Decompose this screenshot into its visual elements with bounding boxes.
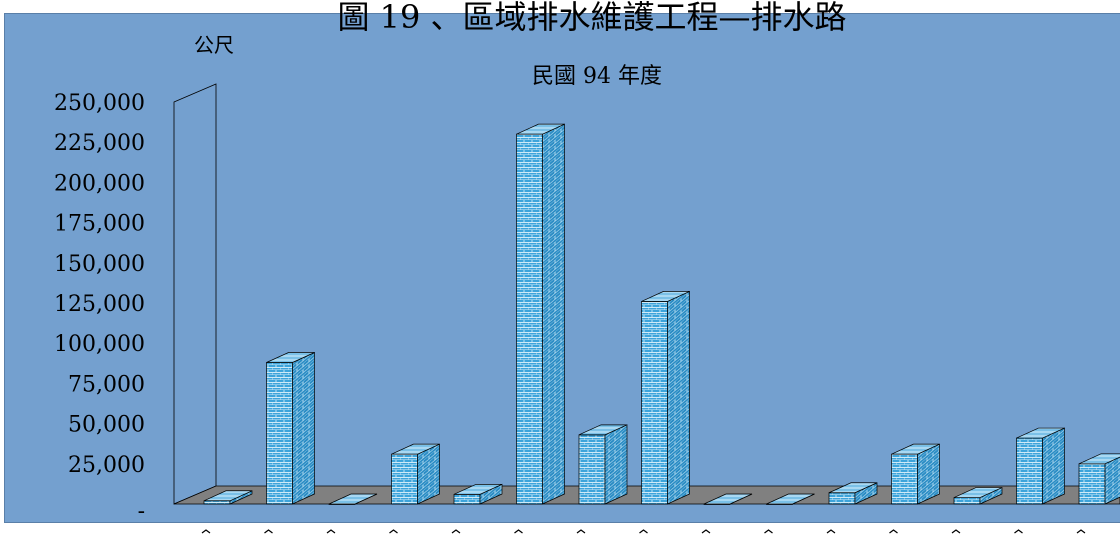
bar-top (203, 490, 253, 502)
bar-front (516, 133, 543, 505)
x-label-stub (201, 529, 211, 534)
bar-side (417, 443, 440, 505)
bar-top (453, 484, 503, 495)
bar-side (917, 443, 940, 505)
bar-top (766, 493, 815, 505)
y-tick-label: - (138, 499, 145, 524)
y-tick-label: 50,000 (68, 413, 145, 438)
y-tick-label: 225,000 (54, 131, 145, 156)
x-label-stub (639, 529, 648, 534)
bar-top (266, 352, 315, 363)
bar-front (953, 497, 981, 505)
bar-top (641, 291, 690, 302)
bar-front (391, 453, 418, 505)
x-label-stub (326, 529, 336, 534)
bar-top (1016, 427, 1065, 439)
bar-side (542, 123, 565, 505)
y-tick-label: 250,000 (54, 91, 145, 116)
bar-front (891, 453, 918, 505)
bar-front (453, 494, 481, 505)
bar (828, 482, 878, 505)
y-tick-label: 200,000 (54, 171, 145, 196)
bar-top (828, 482, 878, 494)
bar (578, 424, 628, 505)
x-axis-label-stubs (201, 529, 1086, 534)
x-label-stub (1076, 529, 1086, 534)
bar-front (578, 434, 606, 505)
y-tick-label: 125,000 (54, 292, 145, 317)
bar (703, 493, 753, 505)
y-tick-label: 75,000 (68, 372, 145, 397)
x-label-stub (451, 529, 461, 534)
bar-top (578, 424, 628, 436)
bar-front (641, 301, 668, 505)
bar-top (391, 443, 440, 455)
bar (266, 351, 315, 505)
x-label-stub (701, 529, 711, 534)
bar-top (891, 443, 940, 455)
bar-side (1042, 427, 1065, 505)
bar-top (953, 487, 1003, 498)
bar-top (328, 493, 378, 505)
bar-top (516, 123, 565, 135)
bar-front (203, 500, 231, 505)
bar-front (266, 362, 293, 505)
bar (391, 443, 440, 505)
bar (1016, 427, 1065, 505)
chart-subtitle: 民國 94 年度 (532, 64, 662, 89)
bar (328, 493, 378, 505)
bar-side (292, 351, 315, 505)
bar (953, 487, 1003, 505)
back-wall (173, 83, 217, 505)
y-axis-ticks: - 25,000 50,000 75,000 100,000 125,000 150,000… (54, 91, 145, 524)
x-label-stub (764, 529, 773, 534)
bar-front (828, 492, 856, 505)
x-label-stub (514, 529, 523, 534)
bar (766, 493, 815, 505)
bar (641, 290, 690, 505)
bar (516, 123, 565, 505)
x-label-stub (389, 529, 398, 534)
y-tick-label: 150,000 (54, 252, 145, 277)
x-label-stub (951, 529, 961, 534)
bar-front (1078, 463, 1106, 505)
chart-title: 圖 19 、區域排水維護工程—排水路 (337, 0, 846, 36)
x-label-stub (264, 529, 273, 534)
x-label-stub (1014, 529, 1023, 534)
bars (203, 123, 1120, 505)
bar-side (604, 424, 628, 505)
bar (203, 490, 253, 505)
bar-front (1016, 437, 1043, 505)
x-label-stub (889, 529, 898, 534)
y-tick-label: 25,000 (68, 453, 145, 478)
bar-top (1078, 453, 1120, 465)
y-tick-label: 175,000 (54, 212, 145, 237)
x-label-stub (826, 529, 836, 534)
back-wall-outline (173, 83, 217, 505)
y-axis-unit-label: 公尺 (194, 33, 234, 57)
bar-side (667, 290, 690, 505)
bar (453, 483, 503, 505)
bar-top (703, 493, 753, 505)
x-label-stub (576, 529, 586, 534)
y-tick-label: 100,000 (54, 332, 145, 357)
bar (891, 443, 940, 505)
bar (1078, 453, 1120, 505)
